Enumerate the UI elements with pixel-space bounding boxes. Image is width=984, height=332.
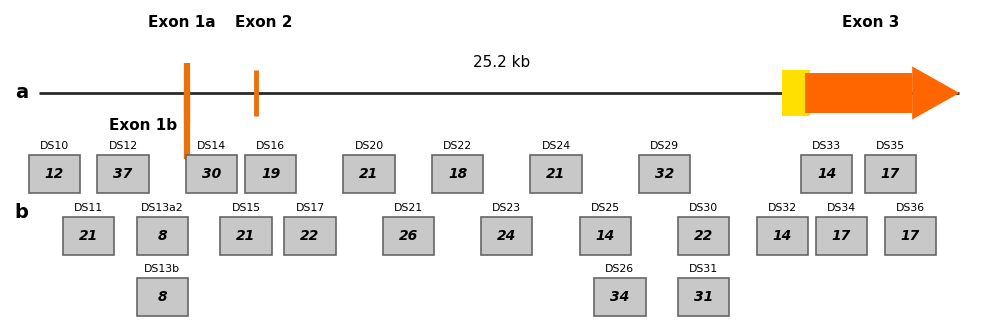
- Text: 21: 21: [546, 167, 566, 181]
- Bar: [137, 278, 188, 316]
- Text: DS11: DS11: [74, 203, 103, 212]
- Text: 14: 14: [772, 229, 792, 243]
- Bar: [63, 216, 114, 255]
- Text: Exon 1b: Exon 1b: [108, 118, 177, 133]
- Text: DS25: DS25: [590, 203, 620, 212]
- Text: 34: 34: [610, 290, 630, 304]
- Text: 14: 14: [595, 229, 615, 243]
- Text: DS30: DS30: [689, 203, 718, 212]
- Bar: [432, 155, 483, 193]
- Text: DS33: DS33: [812, 141, 841, 151]
- Bar: [343, 155, 395, 193]
- Text: 37: 37: [113, 167, 133, 181]
- Bar: [137, 216, 188, 255]
- Text: 19: 19: [261, 167, 280, 181]
- Bar: [885, 216, 936, 255]
- Text: Exon 1a: Exon 1a: [149, 15, 215, 30]
- Text: DS21: DS21: [394, 203, 423, 212]
- Bar: [678, 278, 729, 316]
- Polygon shape: [912, 66, 959, 120]
- Bar: [805, 73, 912, 113]
- Text: b: b: [15, 203, 29, 222]
- Text: a: a: [15, 83, 28, 103]
- Bar: [816, 216, 867, 255]
- Text: DS13b: DS13b: [145, 264, 180, 274]
- Text: 24: 24: [497, 229, 517, 243]
- Text: DS36: DS36: [895, 203, 925, 212]
- Bar: [639, 155, 690, 193]
- Text: 30: 30: [202, 167, 221, 181]
- Text: 18: 18: [448, 167, 467, 181]
- Text: DS23: DS23: [492, 203, 522, 212]
- Text: DS24: DS24: [541, 141, 571, 151]
- Text: DS31: DS31: [689, 264, 718, 274]
- Text: DS32: DS32: [768, 203, 797, 212]
- Bar: [530, 155, 582, 193]
- Text: 17: 17: [831, 229, 851, 243]
- Bar: [757, 216, 808, 255]
- Text: 22: 22: [300, 229, 320, 243]
- Text: 8: 8: [157, 229, 167, 243]
- Text: DS14: DS14: [197, 141, 226, 151]
- Text: 22: 22: [694, 229, 713, 243]
- Text: 17: 17: [881, 167, 900, 181]
- Text: DS13a2: DS13a2: [141, 203, 184, 212]
- Text: 21: 21: [79, 229, 98, 243]
- Bar: [284, 216, 336, 255]
- Text: 21: 21: [236, 229, 256, 243]
- Text: 32: 32: [654, 167, 674, 181]
- Text: Exon 2: Exon 2: [235, 15, 292, 30]
- Text: 14: 14: [817, 167, 836, 181]
- Bar: [29, 155, 80, 193]
- Text: 12: 12: [44, 167, 64, 181]
- Text: 25.2 kb: 25.2 kb: [473, 55, 530, 70]
- Bar: [186, 155, 237, 193]
- Text: DS20: DS20: [354, 141, 384, 151]
- Bar: [383, 216, 434, 255]
- Bar: [220, 216, 272, 255]
- Bar: [580, 216, 631, 255]
- Text: DS15: DS15: [231, 203, 261, 212]
- Text: Exon 3: Exon 3: [842, 15, 899, 30]
- Bar: [245, 155, 296, 193]
- Text: DS17: DS17: [295, 203, 325, 212]
- Bar: [481, 216, 532, 255]
- Bar: [97, 155, 149, 193]
- Bar: [801, 155, 852, 193]
- Bar: [594, 278, 646, 316]
- Text: DS16: DS16: [256, 141, 285, 151]
- Text: 31: 31: [694, 290, 713, 304]
- Text: DS34: DS34: [827, 203, 856, 212]
- Text: 8: 8: [157, 290, 167, 304]
- Text: DS12: DS12: [108, 141, 138, 151]
- Text: DS26: DS26: [605, 264, 635, 274]
- Text: DS10: DS10: [39, 141, 69, 151]
- FancyBboxPatch shape: [782, 70, 810, 116]
- Text: DS35: DS35: [876, 141, 905, 151]
- Text: DS22: DS22: [443, 141, 472, 151]
- Text: DS29: DS29: [649, 141, 679, 151]
- Text: 26: 26: [399, 229, 418, 243]
- Text: 21: 21: [359, 167, 379, 181]
- Bar: [678, 216, 729, 255]
- Bar: [865, 155, 916, 193]
- Text: 17: 17: [900, 229, 920, 243]
